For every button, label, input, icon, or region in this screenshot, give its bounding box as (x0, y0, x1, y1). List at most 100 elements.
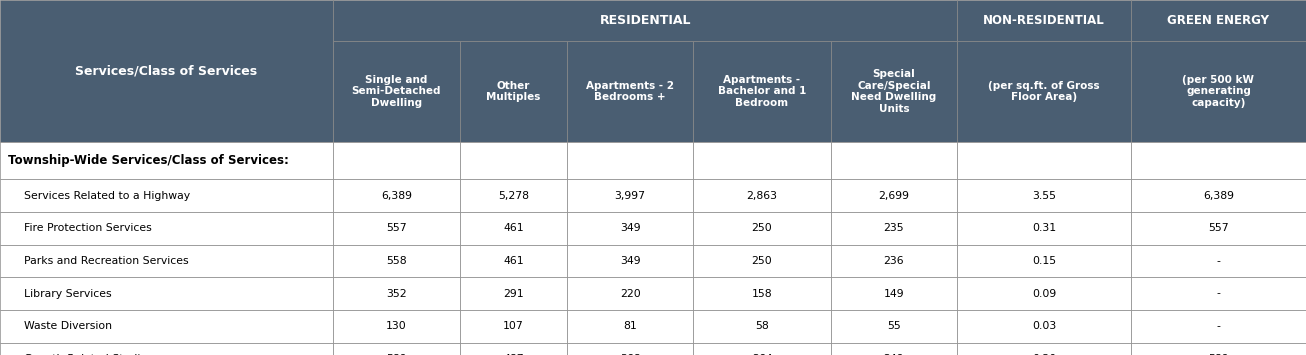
Text: 250: 250 (752, 223, 772, 233)
Bar (693, 277, 831, 310)
Bar (1131, 212, 1306, 245)
Bar (0, 343, 333, 355)
Text: Services/Class of Services: Services/Class of Services (76, 65, 257, 77)
Bar (0, 245, 333, 277)
Bar (567, 41, 693, 142)
Bar (1131, 0, 1306, 41)
Text: 250: 250 (752, 256, 772, 266)
Text: -: - (1217, 256, 1220, 266)
Text: 557: 557 (387, 223, 406, 233)
Text: (per sq.ft. of Gross
Floor Area): (per sq.ft. of Gross Floor Area) (989, 81, 1100, 102)
Text: 149: 149 (884, 289, 904, 299)
Bar (1131, 41, 1306, 142)
Bar (567, 245, 693, 277)
Text: 0.31: 0.31 (1032, 223, 1057, 233)
Text: 6,389: 6,389 (381, 191, 411, 201)
Bar (693, 310, 831, 343)
Text: 5,278: 5,278 (498, 191, 529, 201)
Bar (831, 41, 957, 142)
Bar (333, 245, 460, 277)
Text: (per 500 kW
generating
capacity): (per 500 kW generating capacity) (1182, 75, 1255, 108)
Bar (693, 212, 831, 245)
Text: 0.09: 0.09 (1032, 289, 1057, 299)
Text: 2,863: 2,863 (747, 191, 777, 201)
Text: 249: 249 (884, 354, 904, 355)
Bar (831, 142, 957, 179)
Bar (333, 343, 460, 355)
Text: Apartments - 2
Bedrooms +: Apartments - 2 Bedrooms + (586, 81, 674, 102)
Bar (0, 310, 333, 343)
Text: 589: 589 (1208, 354, 1229, 355)
Text: Parks and Recreation Services: Parks and Recreation Services (24, 256, 188, 266)
Text: 220: 220 (620, 289, 640, 299)
Bar (1131, 142, 1306, 179)
Bar (567, 179, 693, 212)
Text: 6,389: 6,389 (1203, 191, 1234, 201)
Text: 158: 158 (752, 289, 772, 299)
Bar (460, 310, 567, 343)
Text: 349: 349 (620, 256, 640, 266)
Bar (1131, 179, 1306, 212)
Text: GREEN ENERGY: GREEN ENERGY (1168, 14, 1269, 27)
Text: Single and
Semi-Detached
Dwelling: Single and Semi-Detached Dwelling (351, 75, 441, 108)
Bar (0, 277, 333, 310)
Bar (831, 179, 957, 212)
Bar (567, 142, 693, 179)
Text: NON-RESIDENTIAL: NON-RESIDENTIAL (983, 14, 1105, 27)
Bar (0, 212, 333, 245)
Bar (831, 310, 957, 343)
Text: Township-Wide Services/Class of Services:: Township-Wide Services/Class of Services… (8, 154, 289, 167)
Text: 2,699: 2,699 (879, 191, 909, 201)
Bar (831, 245, 957, 277)
Bar (693, 41, 831, 142)
Bar (831, 277, 957, 310)
Text: Growth-Related Studies: Growth-Related Studies (24, 354, 153, 355)
Text: 3.55: 3.55 (1032, 191, 1057, 201)
Bar (957, 41, 1131, 142)
Bar (567, 212, 693, 245)
Text: Services Related to a Highway: Services Related to a Highway (24, 191, 189, 201)
Bar (567, 310, 693, 343)
Bar (693, 343, 831, 355)
Text: 558: 558 (387, 256, 406, 266)
Text: 291: 291 (503, 289, 524, 299)
Text: 3,997: 3,997 (615, 191, 645, 201)
Bar (460, 142, 567, 179)
Text: Library Services: Library Services (24, 289, 111, 299)
Bar (333, 0, 957, 41)
Bar (460, 179, 567, 212)
Bar (333, 179, 460, 212)
Bar (460, 41, 567, 142)
Text: 55: 55 (887, 321, 901, 331)
Text: 487: 487 (503, 354, 524, 355)
Bar (957, 245, 1131, 277)
Text: 81: 81 (623, 321, 637, 331)
Text: 0.30: 0.30 (1032, 354, 1057, 355)
Text: 264: 264 (752, 354, 772, 355)
Bar (460, 245, 567, 277)
Bar (0, 142, 333, 179)
Text: 368: 368 (620, 354, 640, 355)
Bar (0, 179, 333, 212)
Text: 589: 589 (387, 354, 406, 355)
Text: 107: 107 (503, 321, 524, 331)
Bar (957, 277, 1131, 310)
Bar (957, 343, 1131, 355)
Text: 0.15: 0.15 (1032, 256, 1057, 266)
Text: RESIDENTIAL: RESIDENTIAL (599, 14, 691, 27)
Bar (567, 343, 693, 355)
Bar (957, 212, 1131, 245)
Bar (0, 0, 333, 142)
Bar (333, 212, 460, 245)
Bar (567, 277, 693, 310)
Text: 349: 349 (620, 223, 640, 233)
Bar (1131, 343, 1306, 355)
Text: 236: 236 (884, 256, 904, 266)
Bar (831, 212, 957, 245)
Bar (1131, 310, 1306, 343)
Bar (333, 142, 460, 179)
Text: 235: 235 (884, 223, 904, 233)
Bar (460, 212, 567, 245)
Bar (333, 41, 460, 142)
Text: 461: 461 (503, 256, 524, 266)
